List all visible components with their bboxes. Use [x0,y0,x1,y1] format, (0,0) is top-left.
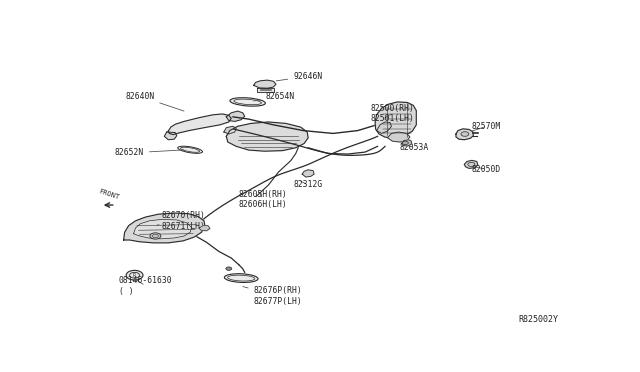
Text: R: R [132,273,135,278]
Polygon shape [199,226,210,231]
Text: 92646N: 92646N [276,72,323,81]
Polygon shape [227,111,244,121]
Circle shape [461,132,469,136]
Polygon shape [465,160,478,169]
Ellipse shape [225,274,258,282]
Circle shape [226,267,232,270]
Polygon shape [302,170,314,177]
Text: 82670(RH)
82671(LH): 82670(RH) 82671(LH) [157,211,205,231]
Text: 82053A: 82053A [400,143,429,152]
Polygon shape [401,140,412,146]
Polygon shape [375,102,416,138]
Circle shape [150,233,161,239]
Text: 82654N: 82654N [254,92,295,101]
Circle shape [403,141,408,145]
Polygon shape [376,122,392,134]
Polygon shape [134,219,191,239]
Text: 08146-61630
( ): 08146-61630 ( ) [118,276,172,295]
Polygon shape [168,114,231,135]
Polygon shape [124,213,205,243]
Text: 82640N: 82640N [125,92,184,111]
Text: 82050D: 82050D [472,165,501,174]
Text: 82652N: 82652N [115,148,184,157]
Polygon shape [388,132,410,142]
Text: R825002Y: R825002Y [518,315,559,324]
Text: FRONT: FRONT [98,189,120,201]
Polygon shape [227,122,308,151]
Text: 82676P(RH)
82677P(LH): 82676P(RH) 82677P(LH) [243,286,302,306]
Text: 82500(RH)
82501(LH): 82500(RH) 82501(LH) [370,104,414,123]
Ellipse shape [178,146,202,153]
Polygon shape [257,88,275,92]
Polygon shape [224,126,236,134]
Text: 82312G: 82312G [293,180,323,189]
Polygon shape [253,80,276,88]
Text: 82605H(RH)
82606H(LH): 82605H(RH) 82606H(LH) [239,190,287,209]
Polygon shape [164,132,177,140]
Polygon shape [456,129,474,140]
Text: 82570M: 82570M [472,122,501,131]
Ellipse shape [230,98,266,106]
Circle shape [126,270,143,280]
